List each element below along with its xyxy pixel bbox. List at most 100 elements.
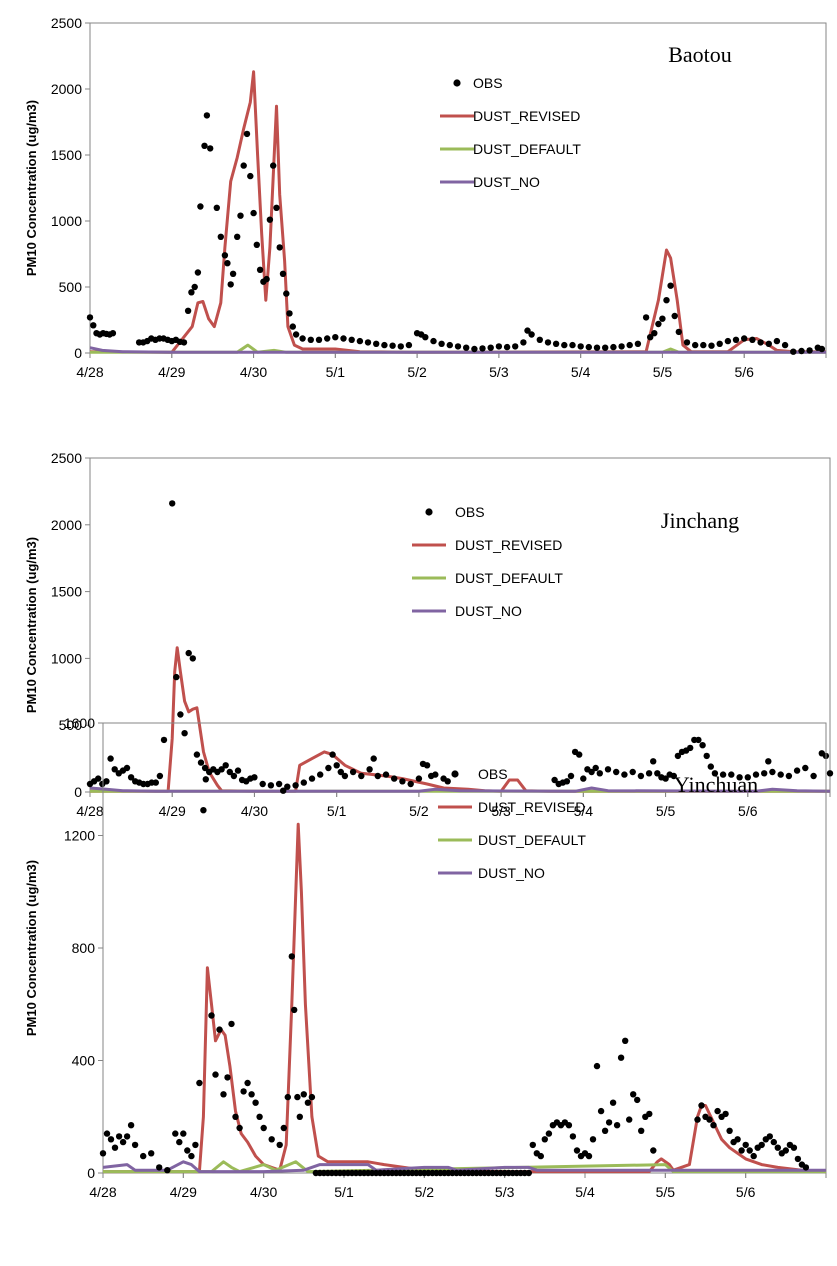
obs-point (790, 1144, 798, 1151)
obs-point (208, 1012, 215, 1019)
y-tick-label: 1500 (51, 147, 82, 163)
obs-point (707, 763, 714, 770)
obs-point (184, 1147, 191, 1154)
obs-point (444, 778, 451, 785)
chart-title: Yinchuan (674, 772, 758, 797)
series-line-dust-revised (103, 822, 827, 1174)
obs-point (714, 1107, 721, 1115)
obs-point (596, 770, 603, 777)
obs-point (750, 1152, 757, 1160)
obs-point (826, 770, 834, 777)
obs-point (622, 1037, 629, 1045)
obs-point (86, 314, 94, 321)
obs-point (201, 764, 209, 772)
obs-point (585, 1152, 593, 1160)
obs-point (315, 336, 323, 343)
obs-point (761, 770, 768, 777)
obs-point (703, 752, 710, 760)
obs-point (716, 340, 723, 347)
obs-point (216, 1026, 223, 1033)
obs-point (471, 345, 478, 353)
obs-point (289, 323, 296, 330)
obs-point (152, 779, 159, 786)
obs-point (131, 1141, 139, 1149)
obs-point (218, 766, 225, 773)
series-line-dust-revised (90, 646, 830, 793)
obs-point (706, 1116, 713, 1123)
obs-point (191, 283, 198, 291)
obs-point (654, 770, 661, 777)
obs-point (806, 347, 813, 354)
obs-point (601, 1127, 609, 1135)
obs-point (773, 337, 781, 345)
x-tick-label: 5/2 (407, 364, 427, 380)
obs-point (432, 771, 439, 778)
x-tick-label: 5/2 (409, 803, 429, 819)
obs-point (536, 336, 543, 343)
obs-point (769, 768, 776, 776)
obs-point (256, 1113, 263, 1121)
obs-point (200, 807, 207, 814)
obs-point (194, 269, 202, 276)
obs-point (545, 1130, 553, 1137)
obs-point (250, 209, 257, 217)
obs-point (802, 764, 809, 772)
y-tick-label: 2000 (51, 517, 82, 533)
obs-point (140, 1152, 147, 1160)
obs-point (248, 1091, 255, 1098)
obs-point (329, 751, 336, 758)
obs-point (364, 339, 372, 346)
obs-point (423, 762, 431, 769)
x-tick-label: 4/30 (241, 803, 268, 819)
obs-point (742, 1141, 749, 1149)
obs-point (90, 322, 97, 329)
y-axis-label: PM10 Concentration (ug/m3) (24, 860, 39, 1036)
obs-point (188, 289, 195, 296)
obs-point (234, 233, 241, 240)
x-tick-label: 5/3 (495, 1184, 515, 1200)
obs-point (203, 112, 211, 119)
obs-point (252, 1099, 259, 1106)
obs-point (781, 341, 789, 349)
y-tick-label: 1000 (51, 213, 82, 229)
obs-point (374, 772, 381, 780)
obs-point (766, 1133, 773, 1140)
obs-point (213, 204, 220, 211)
obs-point (300, 1091, 307, 1098)
obs-point (292, 782, 299, 789)
obs-point (537, 1152, 544, 1160)
obs-point (251, 774, 258, 781)
obs-point (201, 142, 208, 149)
obs-point (349, 768, 357, 776)
obs-point (207, 145, 214, 152)
obs-point (221, 252, 229, 259)
obs-point (438, 340, 445, 347)
obs-point (645, 770, 653, 777)
obs-point (415, 775, 423, 782)
obs-point (749, 336, 756, 343)
obs-point (520, 339, 527, 346)
obs-point (337, 768, 344, 776)
x-tick-label: 5/4 (575, 1184, 595, 1200)
y-tick-label: 500 (59, 279, 83, 295)
obs-point (280, 1124, 287, 1132)
y-tick-label: 500 (59, 717, 83, 733)
obs-point (196, 1079, 203, 1087)
obs-point (217, 233, 224, 240)
obs-point (708, 342, 715, 349)
obs-point (728, 771, 735, 778)
obs-point (732, 336, 740, 343)
obs-point (381, 341, 388, 349)
legend-label: DUST_REVISED (478, 799, 585, 815)
obs-point (430, 337, 437, 345)
obs-point (173, 673, 180, 681)
obs-point (655, 320, 662, 328)
obs-point (197, 203, 204, 210)
obs-point (160, 736, 168, 744)
obs-point (479, 345, 486, 352)
legend-label: DUST_DEFAULT (455, 570, 563, 586)
x-tick-label: 5/4 (571, 364, 591, 380)
obs-point (276, 244, 283, 251)
obs-point (189, 655, 196, 662)
x-tick-label: 4/29 (159, 803, 186, 819)
